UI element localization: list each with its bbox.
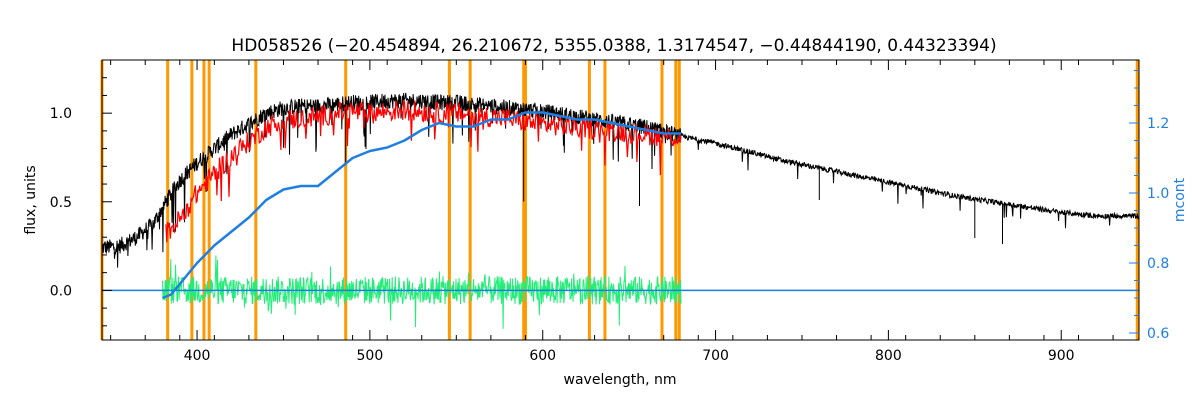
residual-points	[162, 255, 682, 329]
model-spectrum	[165, 99, 682, 243]
y2-tick-label: 0.6	[1147, 326, 1169, 342]
x-tick-label: 700	[702, 348, 729, 364]
axes: 400 500 600 700 800 900 0.0 0.5 1.0 0.6 0.8 1.0 1.2	[50, 60, 1169, 364]
y2-tick-label: 0.8	[1147, 256, 1169, 272]
model-line	[165, 99, 682, 243]
chart-title: HD058526 (−20.454894, 26.210672, 5355.03…	[231, 36, 996, 56]
residual-line	[162, 255, 682, 329]
x-tick-label: 900	[1048, 348, 1075, 364]
y2-tick-label: 1.0	[1147, 186, 1169, 202]
y-tick-label: 1.0	[50, 106, 72, 122]
observed-spectrum	[101, 92, 1140, 268]
y-axis-title: flux, units	[23, 165, 39, 234]
x-tick-label: 400	[184, 348, 211, 364]
y2-axis-title: mcont	[1172, 177, 1188, 222]
continuum-curve	[162, 111, 681, 300]
plot-frame	[101, 59, 1140, 341]
y-tick-label: 0.5	[50, 195, 72, 211]
continuum-line	[162, 111, 681, 300]
x-tick-label: 500	[357, 348, 384, 364]
x-tick-label: 600	[529, 348, 556, 364]
observed-line	[101, 92, 1140, 268]
x-axis-title: wavelength, nm	[564, 372, 677, 388]
x-tick-label: 800	[875, 348, 902, 364]
y2-tick-label: 1.2	[1147, 116, 1169, 132]
y-tick-label: 0.0	[50, 283, 72, 299]
